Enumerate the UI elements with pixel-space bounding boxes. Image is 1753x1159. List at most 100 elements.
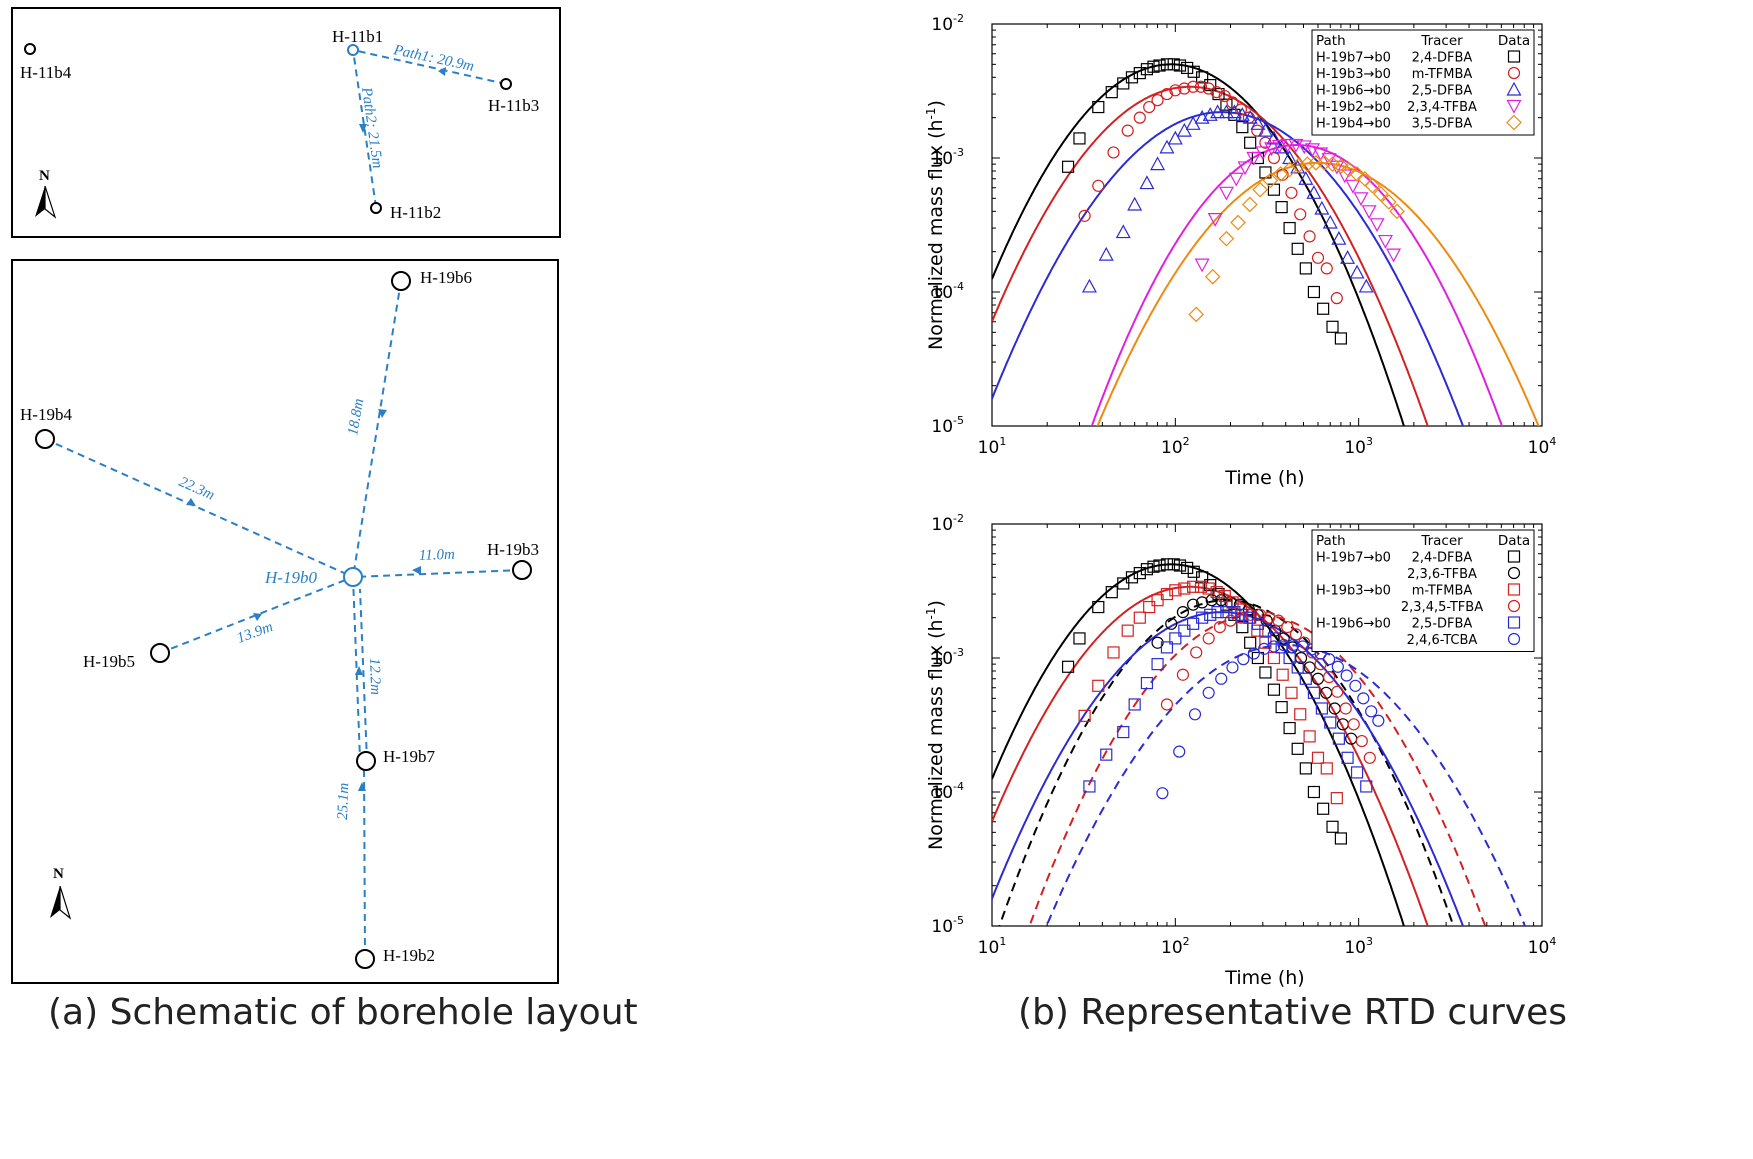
data-point-m-tfmba [1276,668,1289,681]
legend-tracer: 2,4-DFBA [1412,51,1473,66]
x-tick-label: 102 [1161,435,1190,458]
data-point-2-5-dfba [1228,606,1241,619]
data-point-2-4-6-tcba [1331,660,1344,673]
path-h19b4-line [44,438,354,578]
data-point-2-4-dfba [1275,701,1288,714]
data-point-3-5-dfba [1204,268,1221,285]
legend-marker-icon [1507,616,1521,629]
data-point-2-5-dfba [1140,676,1154,690]
data-point-2-4-dfba [1291,242,1304,255]
data-point-m-tfmba [1320,262,1333,275]
data-point-2-4-dfba [1244,636,1257,649]
fit-curves [992,63,1540,426]
legend-marker [1507,583,1521,596]
data-point-2-3-6-tfba [1151,636,1164,649]
legend-header: Tracer [1420,33,1463,49]
data-point-2-4-6-tcba [1258,642,1271,655]
legend-marker [1507,632,1521,646]
fit-curve-3-5-dfba [1096,161,1540,426]
data-point-2-5-dfba [1117,725,1130,739]
borehole-h19b4-label: H-19b4 [20,405,72,424]
borehole-h11b2-label: H-11b2 [390,203,441,222]
data-point-2-5-dfba [1291,661,1304,674]
data-point-m-tfmba [1202,82,1215,95]
data-point-3-5-dfba [1188,306,1205,323]
data-point-2-4-dfba [1196,71,1209,84]
data-point-m-tfmba [1151,594,1164,607]
data-point-2-5-dfba [1169,632,1182,645]
north-label: N [39,168,50,184]
fit-curve-2-5-dfba [992,111,1465,426]
data-point-2-5-dfba [1259,624,1272,637]
data-point-2-3-4-5-tfba [1160,698,1174,711]
data-point-2-5-dfba [1211,606,1224,619]
data-point-m-tfmba [1133,611,1146,624]
data-point-2-4-6-tcba [1173,745,1186,758]
legend-tracer: 2,5-DFBA [1412,617,1473,632]
data-point-2-4-6-tcba [1215,672,1228,685]
data-point-3-5-dfba [1308,155,1324,171]
north-arrow-icon [50,885,72,920]
data-point-3-5-dfba [1341,161,1357,178]
data-point-2-4-dfba [1299,262,1312,275]
data-point-2-3-4-5-tfba [1323,671,1336,684]
data-point-2-4-dfba [1092,100,1105,114]
data-point-2-4-dfba [1153,59,1166,72]
data-point-2-3-4-tfba [1207,212,1223,227]
data-point-2-4-dfba [1251,651,1264,665]
data-point-3-5-dfba [1262,172,1279,189]
legend-tracer: m-TFMBA [1412,67,1473,82]
data-point-2-5-dfba [1159,139,1175,154]
legend-header: Path [1316,33,1346,49]
data-point-2-5-dfba [1307,686,1321,699]
data-point-2-3-6-tfba [1176,606,1190,619]
data-point-2-4-dfba [1267,183,1281,196]
legend-marker-icon [1507,632,1521,646]
legend-path: H-19b7→b0 [1316,51,1391,66]
legend-marker [1507,616,1521,629]
borehole-h19b6-label: H-19b6 [420,268,472,287]
data-point-2-4-dfba [1236,121,1249,134]
data-point-2-4-dfba [1220,98,1233,111]
fit-curve-2-3-6-tfba [998,599,1455,926]
legend-marker [1507,566,1521,580]
data-point-2-5-dfba [1299,672,1312,685]
data-point-m-tfmba [1143,600,1156,614]
data-point-2-3-4-tfba [1271,139,1288,154]
legend-header: Path [1316,533,1346,549]
data-point-2-5-dfba [1332,732,1345,745]
data-point-2-3-4-5-tfba [1355,734,1368,748]
data-point-2-3-4-5-tfba [1244,608,1257,621]
legend-tracer: 2,4-DFBA [1412,551,1473,566]
data-point-2-3-4-5-tfba [1281,621,1294,634]
data-point-2-4-dfba [1275,201,1288,214]
data-point-2-3-4-5-tfba [1347,718,1360,731]
data-point-2-5-dfba [1250,116,1266,130]
data-point-m-tfmba [1078,209,1091,222]
data-point-m-tfmba [1194,80,1208,93]
legend-box [1311,29,1535,136]
data-point-2-4-6-tcba [1188,708,1202,721]
data-point-2-3-4-tfba [1280,138,1296,153]
data-point-2-5-dfba [1349,264,1365,279]
data-point-2-5-dfba [1275,641,1288,654]
data-point-3-5-dfba [1364,177,1381,194]
data-point-m-tfmba [1251,124,1264,137]
borehole-layout-h19-panel: H-19b6 H-19b4 H-19b0 H-19b3 H-19b5 H-19b… [11,259,559,984]
data-point-m-tfmba [1303,230,1316,243]
data-point-2-4-6-tcba [1296,640,1309,653]
y-tick-label: 10-5 [931,414,964,437]
caption-b: (b) Representative RTD curves [1018,992,1568,1033]
data-point-m-tfmba [1267,651,1281,665]
data-point-2-5-dfba [1083,780,1096,793]
data-point-m-tfmba [1178,82,1191,95]
borehole-h19b2-label: H-19b2 [383,946,435,965]
data-point-2-5-dfba [1257,122,1273,137]
borehole-layout-h11-panel: H-11b4 H-11b1 H-11b3 H-11b2 Path1: 20.9m… [11,7,561,238]
data-point-2-4-dfba [1307,285,1321,299]
data-point-3-5-dfba [1242,196,1258,213]
legend-header: Tracer [1420,533,1463,549]
fit-curve-2-4-6-tcba [1045,644,1527,926]
data-point-2-5-dfba [1178,624,1191,637]
borehole-h19b6-marker [391,271,411,291]
